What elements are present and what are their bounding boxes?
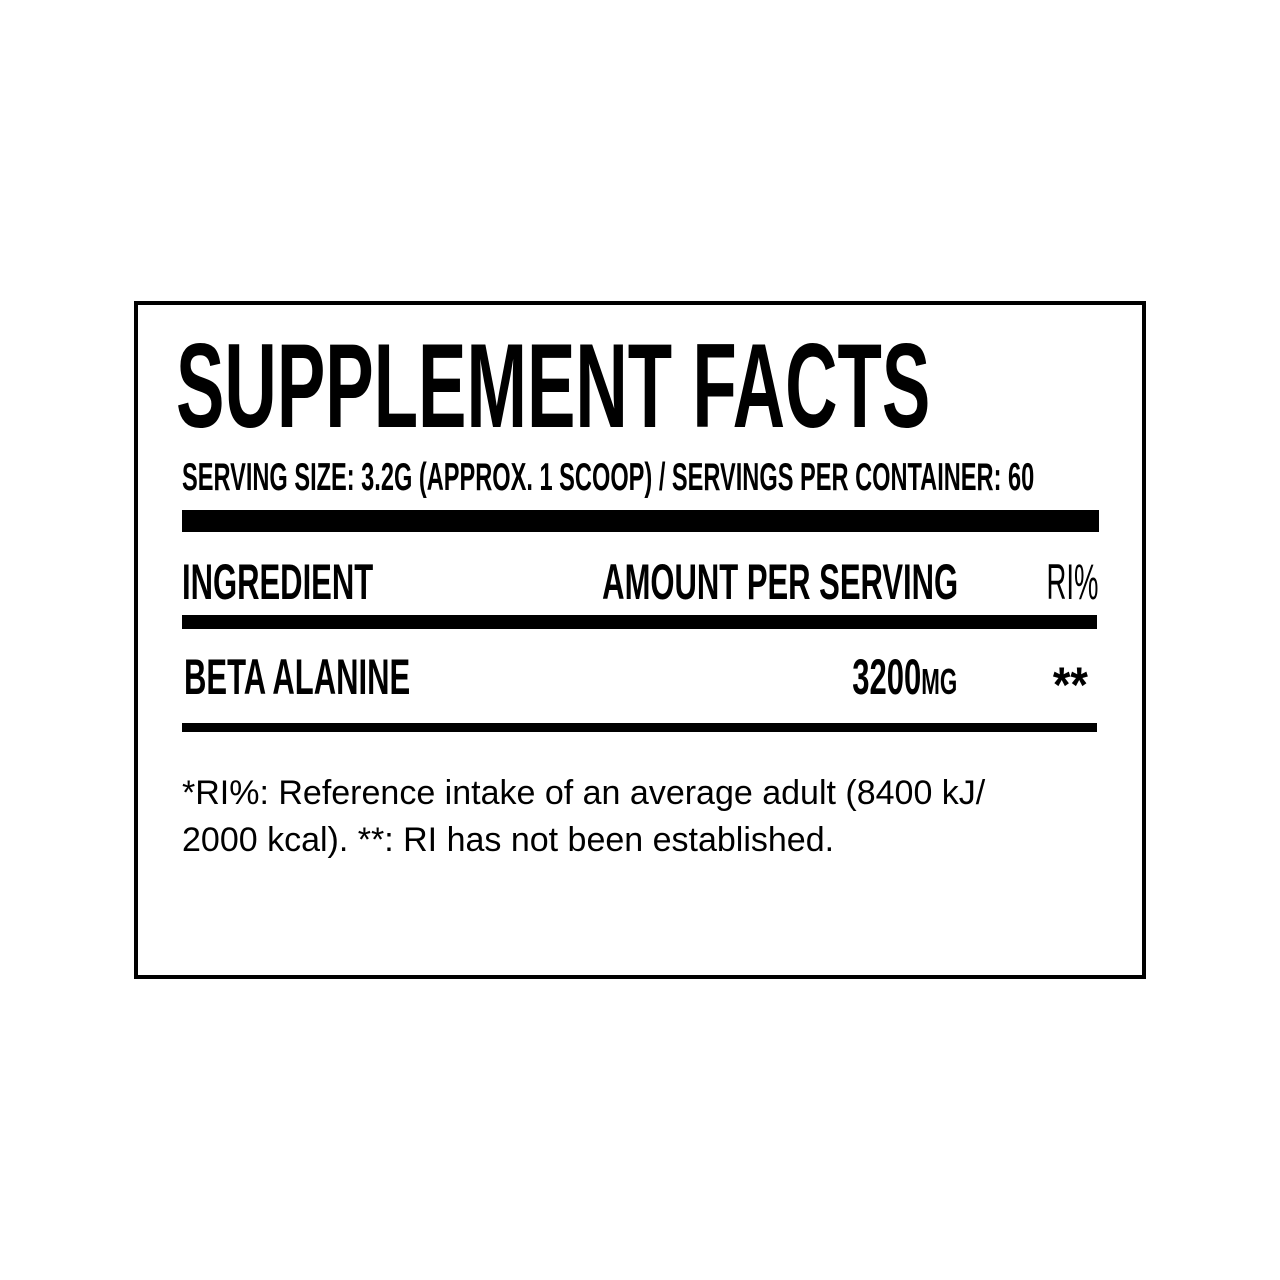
header-ingredient: INGREDIENT [182, 554, 374, 610]
divider-bottom [182, 723, 1097, 732]
amount-value: 3200 [852, 649, 922, 705]
supplement-facts-panel [134, 301, 1146, 979]
header-ri: RI% [1046, 554, 1098, 610]
divider-thick [182, 510, 1099, 532]
divider-header [182, 615, 1097, 629]
header-amount: AMOUNT PER SERVING [602, 554, 958, 610]
footnote: *RI%: Reference intake of an average adu… [182, 774, 986, 859]
amount-unit: MG [921, 661, 957, 702]
panel-title: SUPPLEMENT FACTS [176, 319, 931, 453]
serving-info: SERVING SIZE: 3.2G (APPROX. 1 SCOOP) / S… [182, 456, 1035, 499]
ingredient-name: BETA ALANINE [184, 649, 411, 705]
ingredient-amount: 3200MG [852, 652, 957, 702]
ingredient-ri: ** [1052, 657, 1088, 713]
